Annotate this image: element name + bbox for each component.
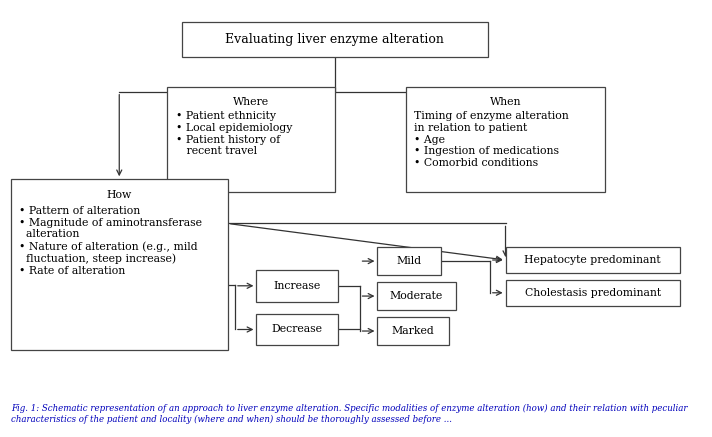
- FancyBboxPatch shape: [506, 280, 680, 306]
- Text: Moderate: Moderate: [390, 291, 443, 301]
- FancyBboxPatch shape: [377, 317, 449, 345]
- FancyBboxPatch shape: [506, 247, 680, 273]
- FancyBboxPatch shape: [377, 247, 441, 275]
- Text: Evaluating liver enzyme alteration: Evaluating liver enzyme alteration: [225, 33, 444, 46]
- Text: Hepatocyte predominant: Hepatocyte predominant: [525, 255, 661, 265]
- FancyBboxPatch shape: [406, 87, 605, 192]
- FancyBboxPatch shape: [256, 314, 338, 345]
- Text: Increase: Increase: [273, 281, 321, 291]
- Text: Decrease: Decrease: [272, 325, 323, 334]
- Text: When: When: [490, 97, 521, 107]
- Text: Timing of enzyme alteration
in relation to patient
• Age
• Ingestion of medicati: Timing of enzyme alteration in relation …: [414, 111, 569, 168]
- FancyBboxPatch shape: [377, 282, 456, 310]
- FancyBboxPatch shape: [11, 179, 228, 350]
- Text: • Pattern of alteration
• Magnitude of aminotransferase
  alteration
• Nature of: • Pattern of alteration • Magnitude of a…: [19, 206, 202, 276]
- FancyBboxPatch shape: [256, 270, 338, 302]
- Text: Cholestasis predominant: Cholestasis predominant: [525, 288, 661, 298]
- Text: Where: Where: [233, 97, 269, 107]
- FancyBboxPatch shape: [167, 87, 335, 192]
- Text: How: How: [107, 190, 132, 200]
- Text: Marked: Marked: [392, 326, 434, 336]
- FancyBboxPatch shape: [182, 22, 488, 57]
- Text: • Patient ethnicity
• Local epidemiology
• Patient history of
   recent travel: • Patient ethnicity • Local epidemiology…: [176, 111, 292, 156]
- Text: Mild: Mild: [397, 256, 422, 266]
- Text: Fig. 1: Schematic representation of an approach to liver enzyme alteration. Spec: Fig. 1: Schematic representation of an a…: [11, 404, 687, 424]
